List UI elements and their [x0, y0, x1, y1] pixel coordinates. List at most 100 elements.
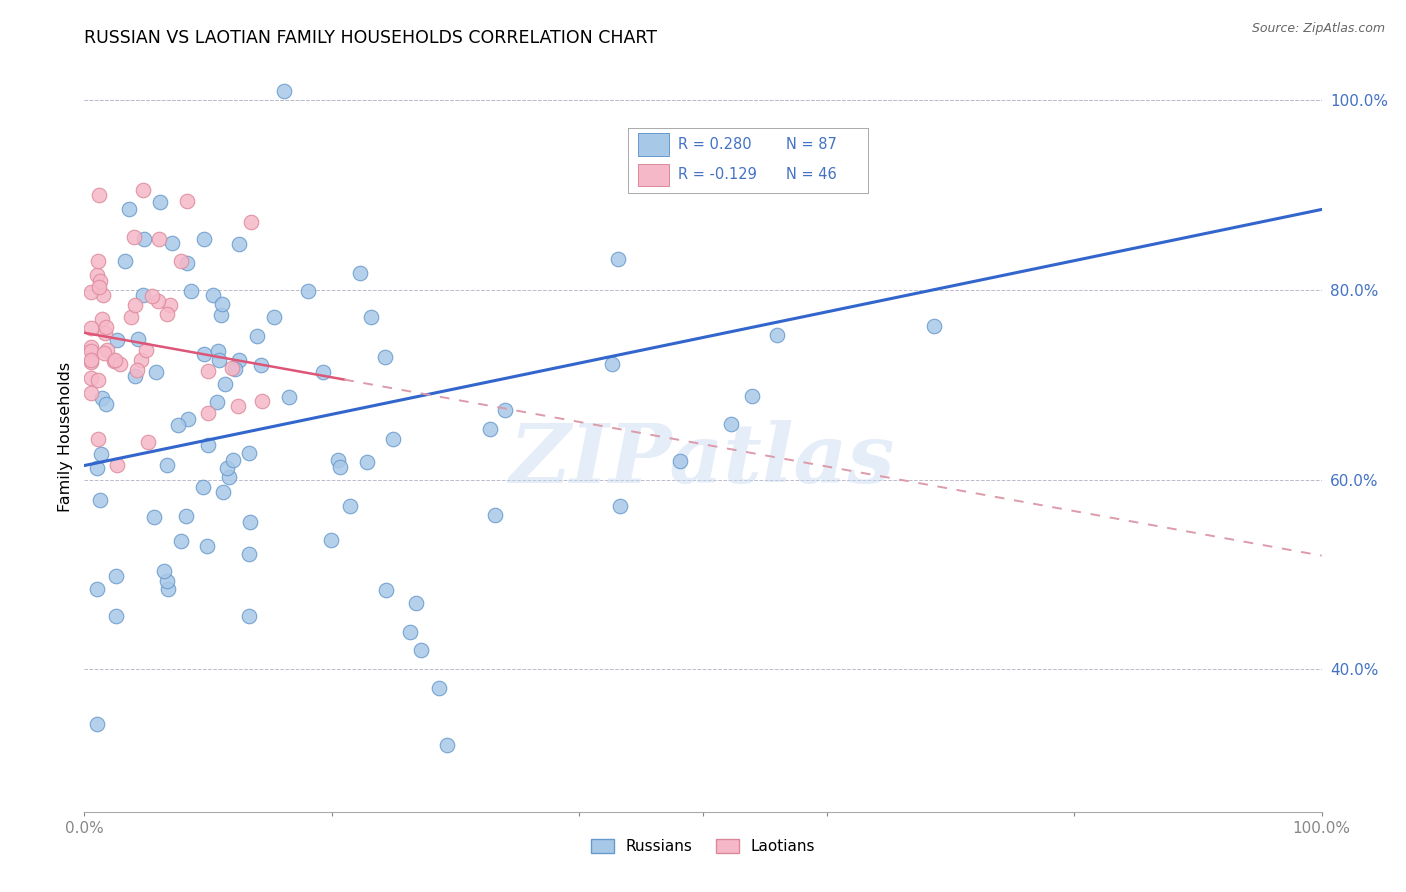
Point [360, 310, 382, 324]
Point [153, 564, 176, 578]
Point [174, 508, 197, 523]
Point [87, 373, 110, 387]
Point [87, 280, 110, 294]
Point [120, 310, 142, 324]
Point [79, 285, 101, 300]
Point [228, 400, 250, 414]
Point [79, 344, 101, 359]
Point [148, 232, 170, 246]
Point [382, 433, 405, 447]
Point [93, 287, 115, 301]
Point [96, 320, 118, 334]
Point [820, 161, 842, 175]
Point [105, 458, 128, 472]
Point [79, 353, 101, 368]
Point [609, 499, 631, 513]
Point [263, 310, 285, 325]
Point [94, 326, 117, 340]
Point [89, 493, 111, 508]
Point [224, 362, 246, 376]
Text: Source: ZipAtlas.com: Source: ZipAtlas.com [1251, 22, 1385, 36]
Point [484, 508, 506, 522]
Point [169, 254, 191, 268]
Point [427, 681, 450, 696]
Point [215, 460, 238, 475]
Point [221, 452, 243, 467]
Point [86, 717, 108, 731]
Point [349, 266, 371, 280]
Point [131, 288, 153, 302]
Point [135, 343, 157, 357]
Point [108, 357, 131, 371]
Point [211, 484, 233, 499]
Point [326, 453, 349, 467]
Point [197, 437, 219, 451]
Point [79, 339, 101, 353]
Point [177, 412, 200, 426]
Point [250, 358, 273, 372]
Point [86, 582, 108, 596]
Point [87, 253, 110, 268]
Point [228, 236, 250, 251]
Point [208, 352, 231, 367]
Point [399, 624, 422, 639]
Point [766, 328, 789, 343]
Point [79, 371, 101, 385]
Point [238, 609, 260, 624]
Point [239, 516, 262, 530]
Point [478, 422, 501, 436]
Point [356, 455, 378, 469]
Point [104, 352, 127, 367]
Point [176, 256, 198, 270]
Point [93, 346, 115, 360]
Point [105, 333, 128, 347]
Point [105, 569, 128, 583]
Point [118, 202, 141, 216]
Point [136, 435, 159, 450]
Point [145, 366, 167, 380]
Point [201, 288, 224, 302]
Point [329, 460, 352, 475]
Point [277, 390, 299, 404]
Point [209, 308, 232, 322]
Bar [637, 133, 669, 156]
Point [197, 363, 219, 377]
Point [148, 294, 170, 309]
Point [170, 533, 193, 548]
Point [193, 347, 215, 361]
Point [86, 268, 108, 282]
Point [159, 298, 181, 312]
Point [127, 363, 149, 377]
Point [339, 500, 361, 514]
Point [411, 643, 433, 657]
Point [214, 376, 236, 391]
Point [160, 236, 183, 251]
Point [124, 298, 146, 312]
Point [129, 353, 152, 368]
Point [669, 454, 692, 468]
Point [127, 332, 149, 346]
Point [143, 510, 166, 524]
Point [312, 365, 335, 379]
Point [91, 391, 114, 405]
Bar [637, 163, 669, 186]
Point [720, 417, 742, 431]
Point [94, 396, 117, 410]
Point [104, 608, 127, 623]
Point [103, 353, 125, 368]
Point [205, 395, 228, 409]
Point [228, 352, 250, 367]
Point [132, 182, 155, 196]
Point [87, 433, 110, 447]
Point [494, 403, 516, 417]
Point [207, 343, 229, 358]
Legend: Russians, Laotians: Russians, Laotians [585, 832, 821, 860]
Point [405, 596, 427, 610]
Point [79, 354, 101, 368]
Point [157, 582, 180, 596]
Point [156, 458, 179, 473]
Point [273, 84, 295, 98]
Point [245, 328, 267, 343]
Point [375, 583, 398, 598]
Text: RUSSIAN VS LAOTIAN FAMILY HOUSEHOLDS CORRELATION CHART: RUSSIAN VS LAOTIAN FAMILY HOUSEHOLDS COR… [84, 29, 658, 47]
